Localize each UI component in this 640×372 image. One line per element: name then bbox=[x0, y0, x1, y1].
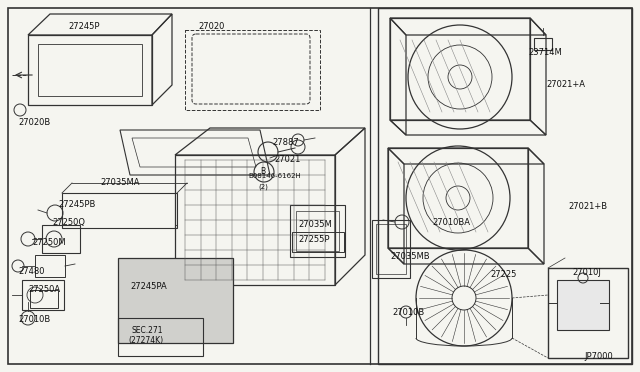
Text: 27245PA: 27245PA bbox=[130, 282, 167, 291]
Text: 27887: 27887 bbox=[272, 138, 299, 147]
Bar bbox=[118, 258, 233, 343]
Text: 27020: 27020 bbox=[198, 22, 225, 31]
Text: 27010B: 27010B bbox=[18, 315, 51, 324]
Text: 27480: 27480 bbox=[18, 267, 45, 276]
Bar bbox=[290, 205, 345, 257]
Bar bbox=[534, 38, 552, 50]
Bar bbox=[62, 193, 177, 228]
Text: JP7000: JP7000 bbox=[584, 352, 612, 361]
Text: 27225: 27225 bbox=[490, 270, 516, 279]
Text: 27035M: 27035M bbox=[298, 220, 332, 229]
Text: (27274K): (27274K) bbox=[128, 336, 163, 345]
Bar bbox=[372, 220, 410, 278]
Bar bbox=[557, 280, 609, 330]
Bar bbox=[376, 224, 406, 274]
Bar bbox=[30, 290, 58, 308]
Text: 27255P: 27255P bbox=[298, 235, 330, 244]
Bar bbox=[42, 225, 80, 253]
Text: B08146-6162H: B08146-6162H bbox=[248, 173, 301, 179]
Bar bbox=[292, 232, 344, 252]
Bar bbox=[378, 8, 632, 364]
Text: 27010J: 27010J bbox=[572, 268, 601, 277]
Text: (2): (2) bbox=[258, 183, 268, 189]
Bar bbox=[548, 268, 628, 358]
Text: B: B bbox=[260, 167, 265, 176]
Text: 27250Q: 27250Q bbox=[52, 218, 85, 227]
Text: 27250A: 27250A bbox=[28, 285, 60, 294]
Text: 27245PB: 27245PB bbox=[58, 200, 95, 209]
Bar bbox=[118, 318, 203, 356]
Text: 27010BA: 27010BA bbox=[432, 218, 470, 227]
Text: 27021+A: 27021+A bbox=[546, 80, 585, 89]
Bar bbox=[22, 280, 64, 310]
Text: 27250M: 27250M bbox=[32, 238, 66, 247]
Text: 23714M: 23714M bbox=[528, 48, 562, 57]
Text: 27035MB: 27035MB bbox=[390, 252, 429, 261]
Text: 27245P: 27245P bbox=[68, 22, 99, 31]
Text: 27021+B: 27021+B bbox=[568, 202, 607, 211]
Text: 27021: 27021 bbox=[274, 155, 300, 164]
Bar bbox=[296, 211, 339, 251]
Bar bbox=[38, 44, 142, 96]
Text: SEC.271: SEC.271 bbox=[132, 326, 163, 335]
Text: 27020B: 27020B bbox=[18, 118, 51, 127]
Text: 27035MA: 27035MA bbox=[100, 178, 140, 187]
Bar bbox=[35, 255, 65, 277]
Text: 27010B: 27010B bbox=[392, 308, 424, 317]
